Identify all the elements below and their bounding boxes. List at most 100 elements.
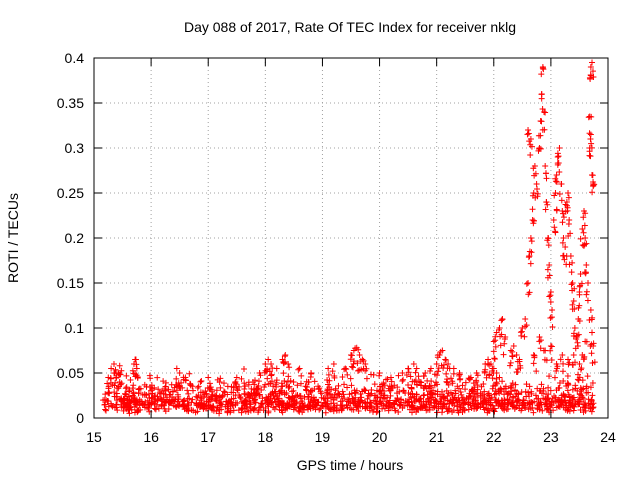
data-point [563,382,570,389]
data-point [234,400,241,407]
data-point [497,385,504,392]
data-point [182,377,189,384]
data-point [284,400,291,407]
y-tick-label: 0.1 [65,320,85,336]
y-tick-label: 0.05 [57,365,84,381]
data-point [355,407,362,414]
data-point [348,406,355,413]
data-point [472,397,479,404]
data-point [575,401,582,408]
data-point [460,400,467,407]
data-point [388,378,395,385]
data-point [541,356,548,363]
data-point [587,405,594,412]
data-point [509,380,516,387]
data-point [507,359,514,366]
data-point [411,406,418,413]
data-point [355,398,362,405]
data-point [543,175,550,182]
data-point [252,390,259,397]
data-point [169,388,176,395]
data-point [572,345,579,352]
data-point [538,91,545,98]
data-point [499,316,506,323]
data-point [527,260,534,267]
data-point [589,59,596,66]
data-point [283,382,290,389]
data-point [413,365,420,372]
data-point [264,366,271,373]
data-point [514,368,521,375]
data-point [256,391,263,398]
data-point [549,395,556,402]
data-point [582,210,589,217]
x-tick-label: 18 [258,429,274,445]
data-point [583,291,590,298]
data-point [580,395,587,402]
data-point [214,404,221,411]
data-point [587,135,594,142]
data-point [118,398,125,405]
data-point [583,288,590,295]
data-point [452,387,459,394]
data-point [537,145,544,152]
data-point [227,407,234,414]
data-point [362,387,369,394]
data-point [116,362,123,369]
data-point [155,386,162,393]
data-point [297,395,304,402]
data-point [424,406,431,413]
data-point [537,399,544,406]
data-point [209,405,216,412]
data-point [339,373,346,380]
data-point [285,394,292,401]
data-point [536,338,543,345]
data-point [273,377,280,384]
data-point [493,370,500,376]
data-point [129,367,136,374]
data-point [216,379,223,385]
data-point [152,406,159,413]
data-point [158,402,165,409]
data-point [426,368,433,375]
data-point [495,326,502,333]
data-point [196,404,203,411]
data-point [520,399,527,406]
data-point [556,168,563,175]
data-point [262,397,269,404]
x-tick-label: 23 [543,429,559,445]
data-point [319,403,326,410]
data-point [203,390,210,397]
data-point [165,399,172,406]
data-point [137,385,144,392]
data-point [580,404,587,411]
data-point [344,371,351,378]
data-point [562,201,569,208]
data-point [359,356,366,363]
data-point [187,382,194,389]
data-point [443,378,450,385]
data-point [489,385,496,392]
data-point [173,365,180,372]
data-point [549,307,556,313]
data-point [545,235,552,242]
data-point [296,365,303,372]
data-point [241,380,248,387]
data-point [556,397,563,404]
data-point [590,404,597,411]
data-point [186,395,193,402]
data-point [176,370,183,376]
data-point [301,394,308,401]
data-point [143,404,150,411]
data-point [232,378,239,385]
data-point [564,372,571,379]
data-point [576,291,583,298]
data-point [559,239,566,246]
data-point [341,381,348,388]
data-point [413,381,420,388]
data-point [268,372,275,379]
data-point [467,392,474,399]
data-point [588,350,595,357]
data-point [287,377,294,384]
data-point [335,382,342,389]
